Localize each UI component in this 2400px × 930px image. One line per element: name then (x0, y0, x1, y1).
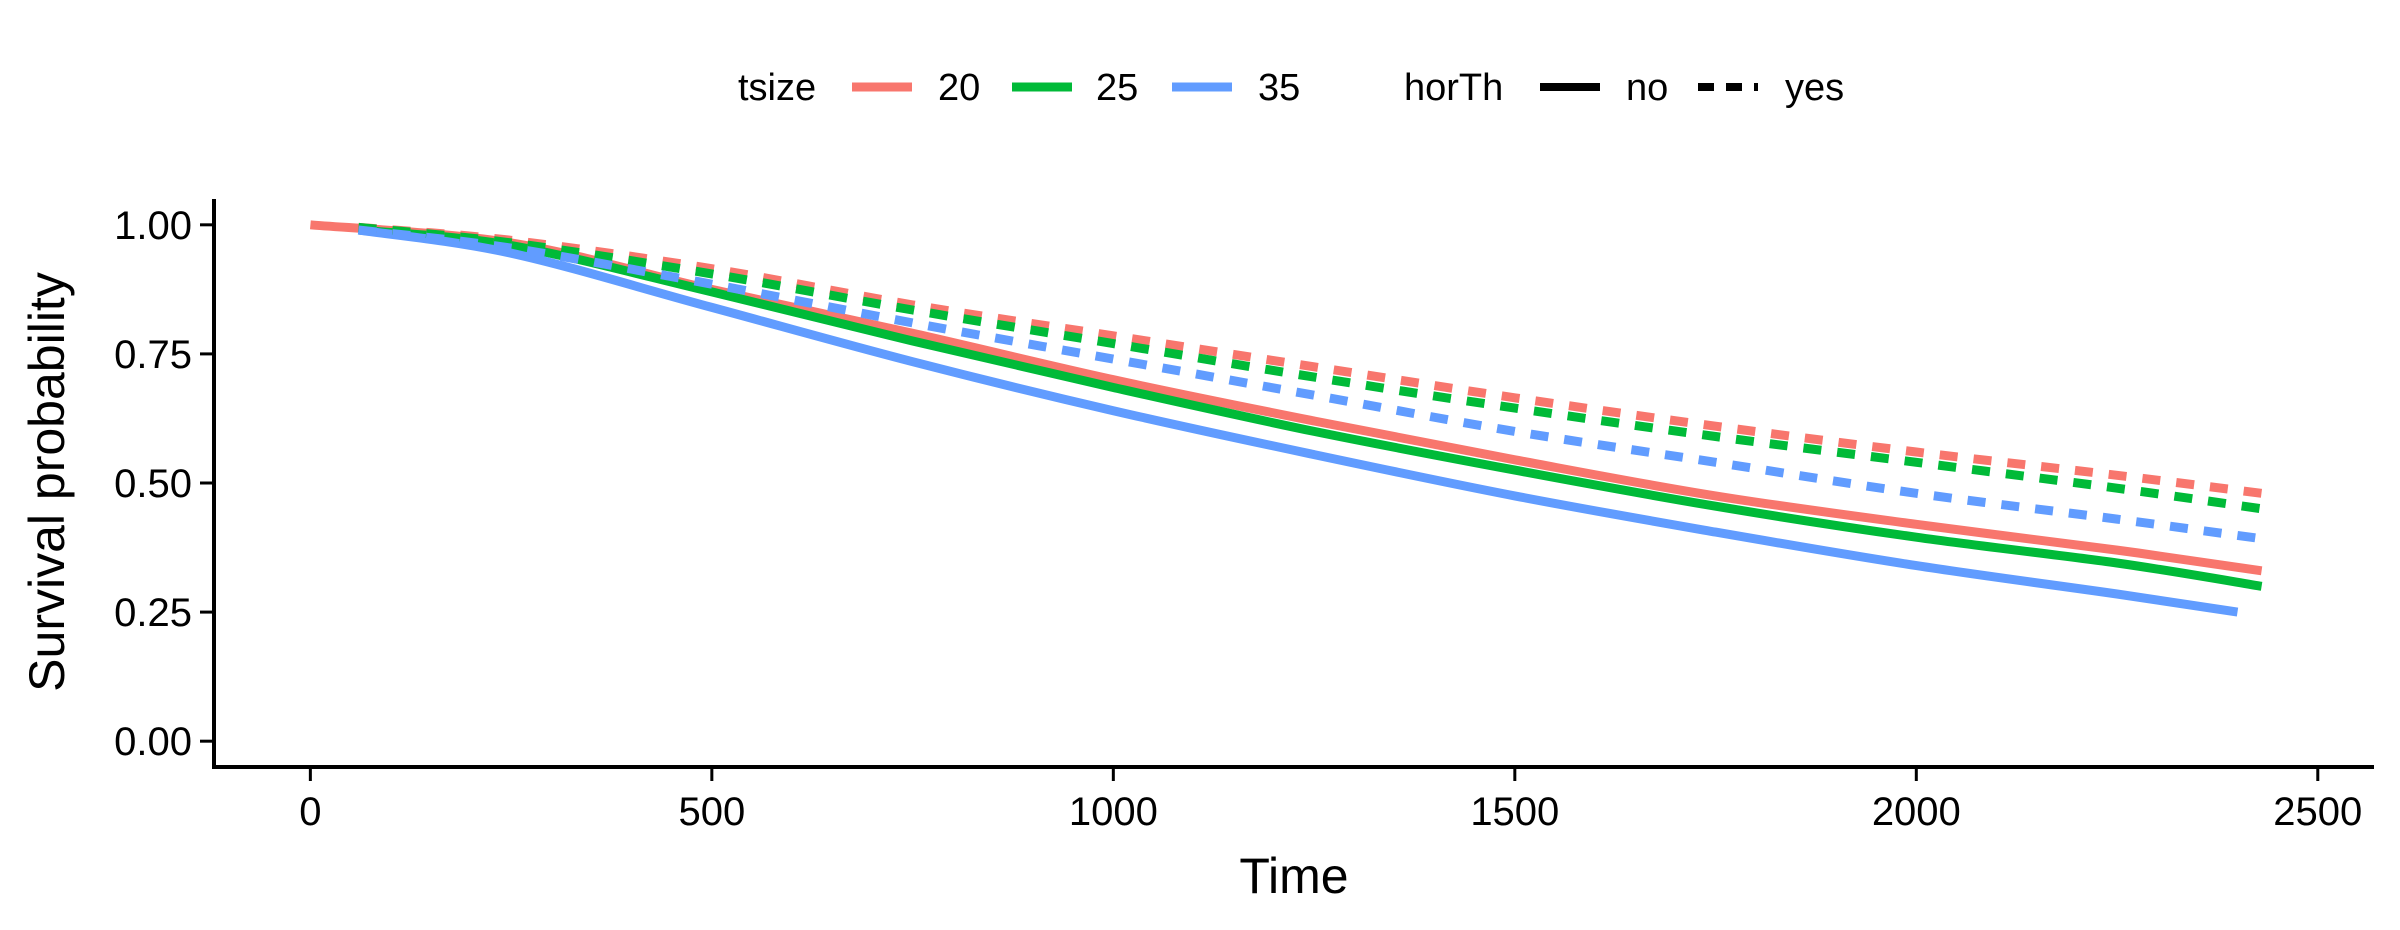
legend-title-horth: horTh (1404, 67, 1503, 109)
series-line-tsize-20-horth-yes (358, 222, 2263, 498)
y-axis-title: Survival probability (19, 272, 75, 692)
series-line-tsize-35-horth-yes (357, 225, 2271, 545)
x-tick-label: 500 (678, 790, 745, 834)
y-tick-label: 1.00 (114, 204, 192, 248)
legend-label-tsize-35: 35 (1258, 67, 1300, 109)
x-tick-label: 1500 (1470, 790, 1559, 834)
ticks: 0 500 1000 1500 2000 2500 0.00 0.25 0.50 0.75 1.00 (114, 204, 2362, 834)
x-tick-label: 2000 (1872, 790, 1961, 834)
legend-title-tsize: tsize (738, 67, 816, 109)
series-line-tsize-25-horth-yes (358, 222, 2263, 514)
y-tick-label: 0.50 (114, 462, 192, 506)
x-tick-label: 0 (299, 790, 321, 834)
y-tick-label: 0.25 (114, 591, 192, 635)
x-tick-label: 2500 (2273, 790, 2362, 834)
legend-label-horth-yes: yes (1785, 67, 1844, 109)
y-tick-label: 0.75 (114, 333, 192, 377)
legend-label-tsize-25: 25 (1096, 67, 1138, 109)
axes (212, 199, 2374, 769)
legend-label-horth-no: no (1626, 67, 1668, 109)
legend: tsize 20 25 35 horTh no yes (738, 67, 1844, 109)
plot-lines (309, 220, 2271, 617)
y-tick-label: 0.00 (114, 720, 192, 764)
x-axis-title: Time (1239, 848, 1348, 904)
series-line-tsize-35-horth-no (357, 225, 2239, 617)
legend-label-tsize-20: 20 (938, 67, 980, 109)
series-line-tsize-25-horth-no (358, 225, 2263, 591)
x-tick-label: 1000 (1069, 790, 1158, 834)
